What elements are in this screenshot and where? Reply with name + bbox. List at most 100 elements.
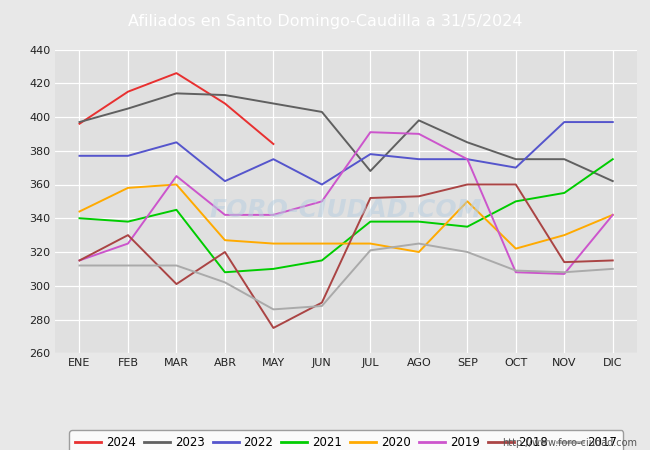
2018 [172,281,180,287]
2019 [75,258,83,263]
2018 [318,300,326,305]
2020 [512,246,520,251]
2019 [463,157,471,162]
2018 [609,258,617,263]
2019 [318,199,326,204]
2023 [270,101,278,106]
2021 [270,266,278,271]
2020 [318,241,326,246]
2017 [172,263,180,268]
2019 [560,271,568,277]
2023 [560,157,568,162]
2017 [221,279,229,285]
Legend: 2024, 2023, 2022, 2021, 2020, 2019, 2018, 2017: 2024, 2023, 2022, 2021, 2020, 2019, 2018… [69,430,623,450]
2022 [609,119,617,125]
2018 [124,232,132,238]
2020 [124,185,132,191]
2019 [172,173,180,179]
2021 [463,224,471,230]
Line: 2020: 2020 [79,184,613,252]
Line: 2023: 2023 [79,94,613,181]
2022 [75,153,83,158]
2023 [609,178,617,184]
2018 [560,259,568,265]
Line: 2018: 2018 [79,184,613,328]
2022 [415,157,422,162]
2023 [512,157,520,162]
2024 [75,121,83,126]
2019 [124,241,132,246]
2024 [221,101,229,106]
2023 [463,140,471,145]
2024 [172,70,180,76]
2017 [318,303,326,309]
2022 [463,157,471,162]
2023 [318,109,326,115]
2017 [124,263,132,268]
2018 [221,249,229,255]
Line: 2019: 2019 [79,132,613,274]
2017 [463,249,471,255]
2018 [512,182,520,187]
Line: 2021: 2021 [79,159,613,272]
2021 [512,199,520,204]
2018 [75,258,83,263]
2020 [560,232,568,238]
2024 [124,89,132,94]
2023 [172,91,180,96]
Text: Afiliados en Santo Domingo-Caudilla a 31/5/2024: Afiliados en Santo Domingo-Caudilla a 31… [128,14,522,29]
2017 [609,266,617,271]
2017 [415,241,422,246]
2017 [270,307,278,312]
2020 [270,241,278,246]
2021 [124,219,132,225]
2018 [367,195,374,201]
2019 [512,270,520,275]
2024 [270,141,278,147]
2019 [609,212,617,218]
Text: FORO-CIUDAD.COM: FORO-CIUDAD.COM [210,198,482,222]
2020 [463,199,471,204]
2022 [367,151,374,157]
2018 [463,182,471,187]
2019 [221,212,229,218]
2018 [415,194,422,199]
2020 [75,209,83,214]
2023 [221,92,229,98]
2023 [75,119,83,125]
2017 [512,268,520,273]
2020 [172,182,180,187]
2022 [172,140,180,145]
2022 [560,119,568,125]
2021 [172,207,180,212]
2021 [367,219,374,225]
2023 [415,117,422,123]
2019 [270,212,278,218]
2017 [75,263,83,268]
2020 [609,212,617,218]
Text: http://www.foro-ciudad.com: http://www.foro-ciudad.com [502,438,637,448]
2017 [560,270,568,275]
2020 [367,241,374,246]
2021 [318,258,326,263]
2019 [415,131,422,137]
Line: 2017: 2017 [79,243,613,310]
Line: 2022: 2022 [79,122,613,184]
2022 [270,157,278,162]
Line: 2024: 2024 [79,73,274,144]
2020 [221,238,229,243]
2022 [318,182,326,187]
2021 [609,157,617,162]
2021 [75,216,83,221]
2020 [415,249,422,255]
2022 [124,153,132,158]
2017 [367,248,374,253]
2022 [512,165,520,171]
2019 [367,130,374,135]
2021 [221,270,229,275]
2018 [270,325,278,331]
2023 [367,168,374,174]
2023 [124,106,132,111]
2021 [415,219,422,225]
2022 [221,178,229,184]
